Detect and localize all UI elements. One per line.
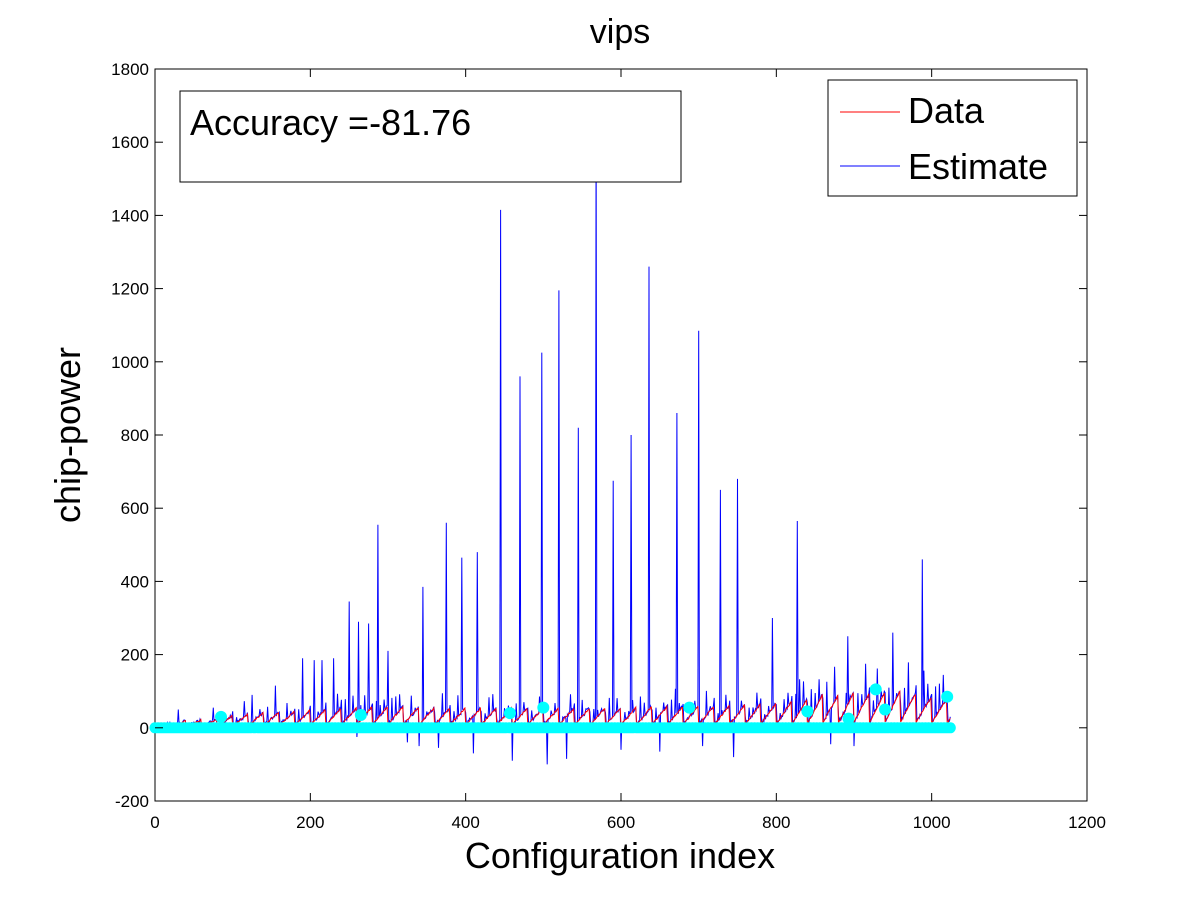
legend-label-estimate: Estimate — [908, 146, 1048, 187]
y-tick-label: 600 — [121, 499, 149, 518]
marker-point — [503, 707, 516, 720]
y-tick-label: 1400 — [111, 206, 149, 225]
y-tick-label: 800 — [121, 426, 149, 445]
y-tick-label: 200 — [121, 646, 149, 665]
x-tick-label: 200 — [296, 813, 324, 832]
legend-label-data: Data — [908, 90, 985, 131]
marker-baseline — [944, 722, 956, 734]
marker-point — [842, 712, 855, 725]
y-tick-label: 1800 — [111, 60, 149, 79]
marker-point — [354, 708, 367, 721]
y-tick-label: -200 — [115, 792, 149, 811]
y-tick-label: 1600 — [111, 133, 149, 152]
series-estimate-line — [154, 112, 951, 765]
legend-box — [827, 79, 1078, 197]
x-tick-label: 1000 — [913, 813, 951, 832]
marker-point — [215, 710, 228, 723]
accuracy-annotation: Accuracy =-81.76 — [190, 102, 471, 143]
marker-point — [879, 703, 892, 716]
marker-point — [869, 683, 882, 696]
x-tick-label: 600 — [607, 813, 635, 832]
x-tick-label: 1200 — [1068, 813, 1106, 832]
y-tick-label: 1000 — [111, 353, 149, 372]
markers-layer — [149, 683, 956, 734]
y-tick-label: 1200 — [111, 280, 149, 299]
chart-title: vips — [590, 13, 650, 51]
marker-point — [801, 705, 814, 718]
x-axis-label: Configuration index — [465, 835, 775, 876]
y-tick-label: 400 — [121, 572, 149, 591]
x-tick-label: 0 — [150, 813, 159, 832]
annotation-box — [179, 90, 682, 183]
marker-point — [683, 701, 696, 714]
y-tick-label: 0 — [140, 719, 149, 738]
marker-point — [537, 701, 550, 714]
x-tick-label: 400 — [451, 813, 479, 832]
series-layer — [154, 112, 951, 765]
y-axis-label: chip-power — [47, 347, 88, 523]
series-data-line — [154, 689, 951, 729]
marker-point — [941, 690, 954, 703]
tick-layer: 0 200 400 600 800 1000 1200-200020040060080010… — [111, 60, 1106, 832]
x-tick-label: 800 — [762, 813, 790, 832]
